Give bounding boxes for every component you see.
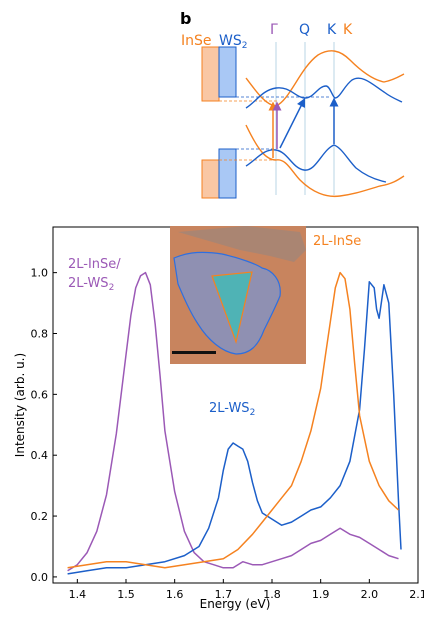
k-point-label-inse: K	[343, 22, 353, 38]
x-tick-label: 1.5	[117, 588, 135, 601]
inset-scale-bar	[172, 351, 216, 354]
label-ws2: 2L-WS2	[209, 401, 255, 418]
pl-chart: 1.4 1.5 1.6 1.7 1.8 1.9 2.0 2.1 0.0 0.2 0.4 0.6 0.8 1…	[13, 226, 424, 611]
q-point-label: Q	[299, 22, 310, 38]
inse-valence-band	[245, 124, 405, 198]
ws2-valence-band	[245, 144, 387, 183]
panel-b-label: b	[180, 9, 191, 28]
inse-label: InSe	[181, 33, 212, 49]
optical-micrograph-inset	[170, 226, 306, 364]
panel-b: b InSe WS2 Γ Q K K	[180, 9, 405, 199]
x-tick-label: 1.7	[215, 588, 233, 601]
inset-inse-flake	[211, 271, 253, 345]
inse-conduction-band-block	[201, 46, 220, 102]
ticks-layer: 1.4 1.5 1.6 1.7 1.8 1.9 2.0 2.1 0.0 0.2 0.4 0.6 0.8 1…	[31, 267, 424, 601]
series-layer	[67, 271, 402, 575]
inset-substrate-region	[178, 226, 306, 262]
ws2-label: WS2	[219, 33, 247, 51]
y-tick-label: 0.2	[31, 510, 49, 523]
ws2-valence-band-block	[218, 148, 237, 199]
gamma-point-label: Γ	[270, 22, 278, 38]
label-hetero-line1: 2L-InSe/	[68, 257, 121, 272]
y-tick-label: 1.0	[31, 267, 49, 280]
k-point-label-ws2: K	[327, 22, 337, 38]
y-tick-label: 0.0	[31, 571, 49, 584]
x-tick-label: 1.6	[166, 588, 184, 601]
label-hetero-line2: 2L-WS2	[68, 276, 114, 293]
x-tick-label: 2.1	[409, 588, 424, 601]
x-tick-label: 2.0	[361, 588, 379, 601]
series-line-2l-inse	[67, 271, 400, 569]
ws2-conduction-band	[245, 77, 403, 109]
inse-conduction-band	[245, 50, 405, 107]
series-line-2l-ws2	[67, 281, 402, 575]
x-tick-label: 1.8	[263, 588, 281, 601]
ws2-indirect-transition-arrow	[279, 97, 306, 149]
ws2-conduction-band-block	[218, 46, 237, 98]
y-axis-label: Intensity (arb. u.)	[13, 353, 27, 457]
y-tick-label: 0.4	[31, 449, 49, 462]
series-line-2l-inse-2l-ws2	[67, 271, 399, 572]
x-tick-label: 1.4	[69, 588, 87, 601]
y-tick-label: 0.8	[31, 327, 49, 340]
x-tick-label: 1.9	[312, 588, 330, 601]
x-axis-label: Energy (eV)	[200, 597, 271, 611]
label-inse: 2L-InSe	[313, 234, 361, 249]
y-tick-label: 0.6	[31, 388, 49, 401]
inse-valence-band-block	[201, 159, 220, 199]
